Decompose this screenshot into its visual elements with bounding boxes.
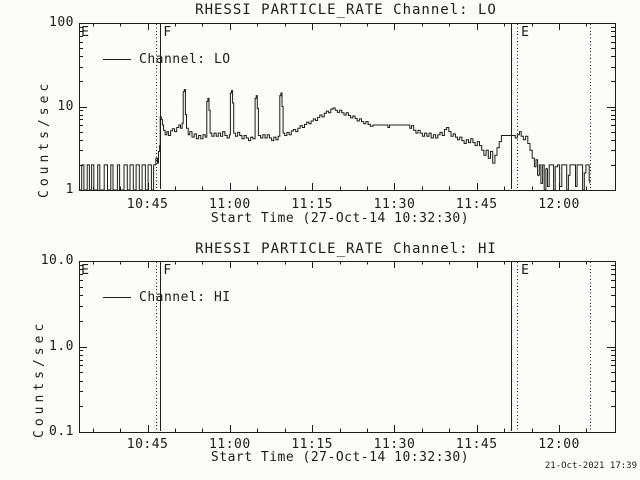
y-tick-label: 10	[57, 98, 74, 114]
legend-hi: Channel: HI	[103, 290, 231, 305]
legend-line-sample-icon	[103, 59, 131, 60]
x-axis-label-lo: Start Time (27-Oct-14 10:32:30)	[210, 211, 470, 226]
event-flag-label: E	[81, 263, 89, 278]
x-tick-label: 12:00	[538, 437, 580, 452]
y-tick-label: 10.0	[40, 253, 74, 268]
plot-title-lo: RHESSI PARTICLE_RATE Channel: LO	[195, 2, 497, 18]
event-flag-label: E	[81, 25, 89, 40]
event-flag-label: F	[163, 25, 172, 40]
series-line-channel--lo	[79, 89, 591, 191]
y-tick-label: 1.0	[49, 338, 74, 354]
y-tick-label: 0.1	[49, 424, 74, 439]
event-flag-label: F	[163, 263, 172, 278]
x-axis-label-hi: Start Time (27-Oct-14 10:32:30)	[210, 450, 470, 465]
x-tick-label: 11:15	[291, 197, 333, 212]
x-tick-label: 11:30	[373, 197, 416, 212]
x-tick-label: 11:00	[209, 197, 251, 212]
x-tick-label: 11:15	[291, 437, 333, 452]
y-tick-label: 1	[65, 182, 74, 197]
legend-lo: Channel: LO	[103, 52, 231, 67]
y-tick-label: 100	[49, 15, 74, 30]
y-axis-label-lo: Counts/sec	[37, 79, 52, 198]
x-tick-label: 11:30	[373, 437, 416, 452]
y-axis-label-hi: Counts/sec	[32, 319, 47, 438]
event-flag-label: E	[521, 263, 529, 278]
x-tick-label: 11:00	[209, 437, 251, 452]
legend-label-lo: Channel: LO	[139, 52, 231, 67]
x-tick-label: 12:00	[538, 197, 580, 212]
creation-timestamp: 21-Oct-2021 17:39	[544, 461, 637, 471]
legend-label-hi: Channel: HI	[139, 290, 231, 305]
plot-title-hi: RHESSI PARTICLE_RATE Channel: HI	[195, 241, 497, 257]
event-flag-label: E	[521, 25, 529, 40]
x-tick-label: 10:45	[126, 437, 169, 452]
x-tick-label: 11:45	[455, 197, 498, 212]
x-tick-label: 11:45	[455, 437, 498, 452]
legend-line-sample-icon	[103, 297, 131, 298]
x-tick-label: 10:45	[126, 197, 169, 212]
